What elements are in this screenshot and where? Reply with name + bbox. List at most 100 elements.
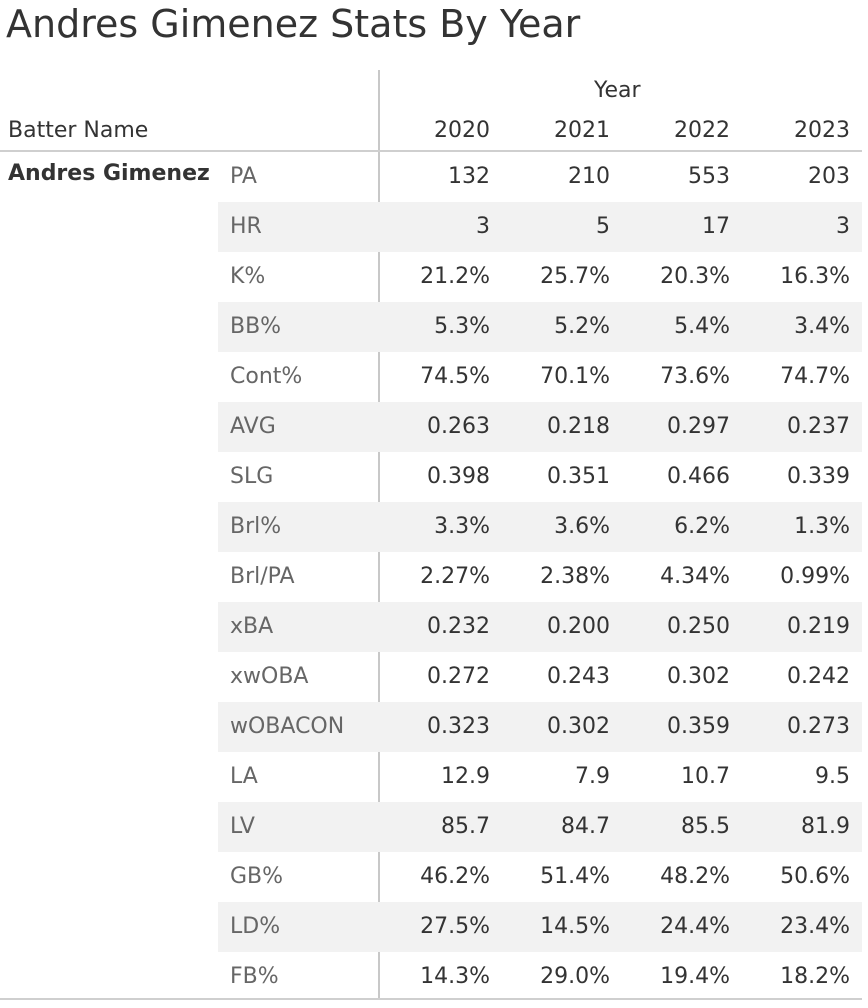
stat-value-2023: 3.4% [794, 314, 850, 339]
stat-value-2023: 1.3% [794, 514, 850, 539]
stat-value-2021: 5.2% [554, 314, 610, 339]
stat-label: AVG [230, 414, 276, 439]
stat-value-2022: 6.2% [674, 514, 730, 539]
year-header-2021: 2021 [554, 118, 610, 143]
stat-value-2020: 27.5% [420, 914, 490, 939]
stat-value-2020: 0.323 [427, 714, 490, 739]
stat-label: xwOBA [230, 664, 309, 689]
stat-label: SLG [230, 464, 274, 489]
stat-label: PA [230, 164, 257, 189]
table-row: K% 21.2% 25.7% 20.3% 16.3% [218, 252, 862, 302]
table-row: SLG 0.398 0.351 0.466 0.339 [218, 452, 862, 502]
stat-value-2021: 70.1% [540, 364, 610, 389]
stat-value-2020: 0.232 [427, 614, 490, 639]
table-row: wOBACON 0.323 0.302 0.359 0.273 [218, 702, 862, 752]
table-row: AVG 0.263 0.218 0.297 0.237 [218, 402, 862, 452]
stat-value-2020: 5.3% [434, 314, 490, 339]
table-row: LV 85.7 84.7 85.5 81.9 [218, 802, 862, 852]
stat-value-2022: 5.4% [674, 314, 730, 339]
stat-value-2021: 0.218 [547, 414, 610, 439]
stat-label: HR [230, 214, 262, 239]
stat-label: Cont% [230, 364, 303, 389]
stat-value-2021: 0.243 [547, 664, 610, 689]
stat-value-2022: 0.302 [667, 664, 730, 689]
stat-value-2023: 0.339 [787, 464, 850, 489]
batter-name-header: Batter Name [8, 118, 149, 143]
stat-value-2023: 9.5 [815, 764, 850, 789]
stat-value-2022: 0.466 [667, 464, 730, 489]
table-row: GB% 46.2% 51.4% 48.2% 50.6% [218, 852, 862, 902]
stat-value-2021: 5 [596, 214, 610, 239]
stat-value-2021: 14.5% [540, 914, 610, 939]
stat-label: xBA [230, 614, 274, 639]
stat-value-2022: 19.4% [660, 964, 730, 989]
stat-value-2023: 0.273 [787, 714, 850, 739]
stat-label: LD% [230, 914, 281, 939]
stat-label: K% [230, 264, 266, 289]
stat-value-2021: 0.351 [547, 464, 610, 489]
table-row: LA 12.9 7.9 10.7 9.5 [218, 752, 862, 802]
table-row: xwOBA 0.272 0.243 0.302 0.242 [218, 652, 862, 702]
stat-value-2020: 0.398 [427, 464, 490, 489]
stat-value-2022: 0.297 [667, 414, 730, 439]
table-row: Cont% 74.5% 70.1% 73.6% 74.7% [218, 352, 862, 402]
stat-label: LV [230, 814, 255, 839]
stat-value-2020: 2.27% [420, 564, 490, 589]
stat-label: LA [230, 764, 258, 789]
stat-value-2020: 74.5% [420, 364, 490, 389]
stat-value-2022: 73.6% [660, 364, 730, 389]
table-row: Brl% 3.3% 3.6% 6.2% 1.3% [218, 502, 862, 552]
stat-value-2023: 18.2% [780, 964, 850, 989]
stat-value-2020: 12.9 [441, 764, 490, 789]
header-divider [0, 150, 862, 152]
stat-value-2022: 20.3% [660, 264, 730, 289]
stat-value-2021: 0.200 [547, 614, 610, 639]
table-row: FB% 14.3% 29.0% 19.4% 18.2% [218, 952, 862, 1002]
stat-value-2020: 0.272 [427, 664, 490, 689]
stat-value-2021: 84.7 [561, 814, 610, 839]
stat-value-2021: 25.7% [540, 264, 610, 289]
stat-value-2023: 23.4% [780, 914, 850, 939]
stat-value-2020: 46.2% [420, 864, 490, 889]
stat-value-2023: 203 [808, 164, 850, 189]
stat-value-2021: 210 [568, 164, 610, 189]
stat-value-2020: 3 [476, 214, 490, 239]
stat-value-2022: 0.250 [667, 614, 730, 639]
year-header-2022: 2022 [674, 118, 730, 143]
stat-value-2020: 0.263 [427, 414, 490, 439]
stat-label: Brl/PA [230, 564, 295, 589]
stat-value-2021: 3.6% [554, 514, 610, 539]
stat-value-2022: 4.34% [660, 564, 730, 589]
table-bottom-border [0, 998, 862, 1000]
table-row: BB% 5.3% 5.2% 5.4% 3.4% [218, 302, 862, 352]
stat-value-2021: 51.4% [540, 864, 610, 889]
stat-value-2020: 14.3% [420, 964, 490, 989]
stat-label: BB% [230, 314, 282, 339]
page-title: Andres Gimenez Stats By Year [6, 2, 581, 46]
stat-value-2023: 50.6% [780, 864, 850, 889]
stat-value-2023: 81.9 [801, 814, 850, 839]
stat-value-2020: 3.3% [434, 514, 490, 539]
stat-value-2023: 74.7% [780, 364, 850, 389]
stat-value-2023: 0.219 [787, 614, 850, 639]
year-header-2020: 2020 [434, 118, 490, 143]
stat-value-2023: 0.99% [780, 564, 850, 589]
stat-value-2021: 2.38% [540, 564, 610, 589]
stat-value-2020: 85.7 [441, 814, 490, 839]
table-row: LD% 27.5% 14.5% 24.4% 23.4% [218, 902, 862, 952]
stat-value-2021: 7.9 [575, 764, 610, 789]
stat-value-2022: 553 [688, 164, 730, 189]
stat-label: GB% [230, 864, 284, 889]
stat-value-2022: 17 [702, 214, 730, 239]
stat-value-2020: 132 [448, 164, 490, 189]
stat-value-2023: 0.237 [787, 414, 850, 439]
table-row: xBA 0.232 0.200 0.250 0.219 [218, 602, 862, 652]
batter-name-cell: Andres Gimenez [8, 161, 210, 186]
stat-value-2022: 0.359 [667, 714, 730, 739]
stat-value-2021: 29.0% [540, 964, 610, 989]
stat-value-2023: 3 [836, 214, 850, 239]
table-row: Brl/PA 2.27% 2.38% 4.34% 0.99% [218, 552, 862, 602]
stat-label: FB% [230, 964, 279, 989]
stat-label: Brl% [230, 514, 282, 539]
stat-value-2022: 24.4% [660, 914, 730, 939]
